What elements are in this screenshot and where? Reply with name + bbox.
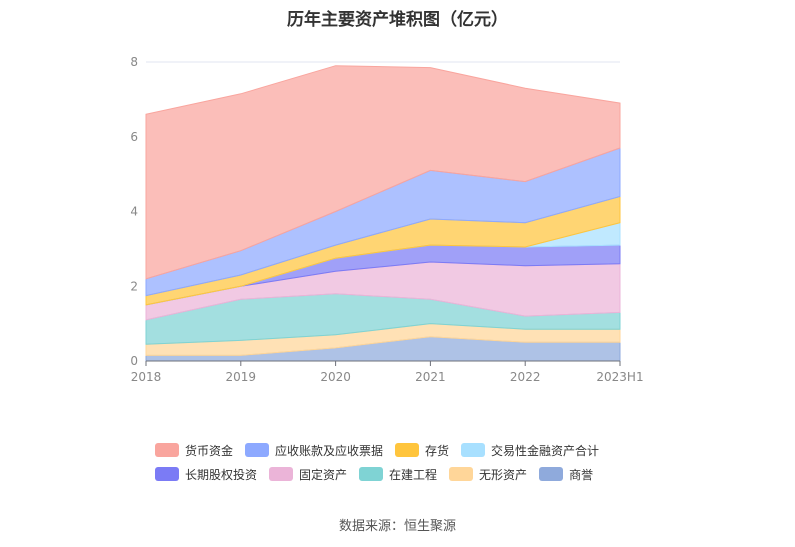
legend-swatch — [155, 467, 179, 481]
x-tick-label: 2018 — [131, 370, 162, 384]
x-tick-label: 2022 — [510, 370, 541, 384]
legend-item[interactable]: 货币资金 — [155, 442, 233, 459]
legend: 货币资金 应收账款及应收票据 存货 交易性金融资产合计长期股权投资 固定资产 在建工程 无形… — [155, 438, 655, 486]
legend-swatch — [395, 443, 420, 457]
legend-item[interactable]: 无形资产 — [449, 466, 527, 483]
legend-label: 交易性金融资产合计 — [491, 443, 600, 458]
axes: 2018 2019 2020 2021 2022 2023H1 0 2 4 6 8 — [130, 55, 643, 384]
legend-label: 在建工程 — [389, 467, 438, 482]
y-tick-label: 0 — [130, 354, 138, 368]
x-tick-label: 2021 — [415, 370, 446, 384]
x-tick-label: 2020 — [320, 370, 351, 384]
legend-swatch — [245, 443, 270, 457]
y-tick-label: 2 — [130, 279, 138, 293]
legend-item[interactable]: 商誉 — [539, 466, 593, 483]
legend-label: 应收账款及应收票据 — [275, 443, 384, 458]
x-tick-label: 2019 — [226, 370, 257, 384]
legend-label: 商誉 — [569, 467, 594, 482]
legend-label: 存货 — [425, 443, 450, 458]
y-tick-label: 6 — [130, 130, 138, 144]
area-series-8[interactable] — [145, 65, 621, 280]
legend-swatch — [449, 467, 474, 481]
legend-swatch — [539, 467, 564, 481]
legend-swatch — [461, 443, 486, 457]
source-note: 数据来源：恒生聚源 — [338, 519, 456, 534]
legend-row: 货币资金 应收账款及应收票据 存货 交易性金融资产合计 — [155, 438, 655, 462]
chart-title: 历年主要资产堆积图（亿元） — [287, 10, 508, 30]
legend-label: 货币资金 — [185, 443, 234, 458]
legend-item[interactable]: 固定资产 — [269, 466, 347, 483]
legend-swatch — [155, 443, 179, 457]
legend-label: 固定资产 — [299, 467, 348, 482]
x-tick-label: 2023H1 — [596, 370, 643, 384]
y-tick-label: 4 — [130, 205, 138, 219]
area-layers — [145, 65, 621, 362]
legend-item[interactable]: 交易性金融资产合计 — [461, 442, 599, 459]
legend-item[interactable]: 在建工程 — [359, 466, 437, 483]
y-tick-label: 8 — [130, 55, 138, 69]
legend-item[interactable]: 长期股权投资 — [155, 466, 257, 483]
legend-label: 长期股权投资 — [185, 467, 258, 482]
legend-item[interactable]: 存货 — [395, 442, 449, 459]
legend-item[interactable]: 应收账款及应收票据 — [245, 442, 383, 459]
legend-label: 无形资产 — [479, 467, 528, 482]
legend-swatch — [269, 467, 294, 481]
legend-swatch — [359, 467, 384, 481]
legend-row: 长期股权投资 固定资产 在建工程 无形资产 商誉 — [155, 462, 655, 486]
